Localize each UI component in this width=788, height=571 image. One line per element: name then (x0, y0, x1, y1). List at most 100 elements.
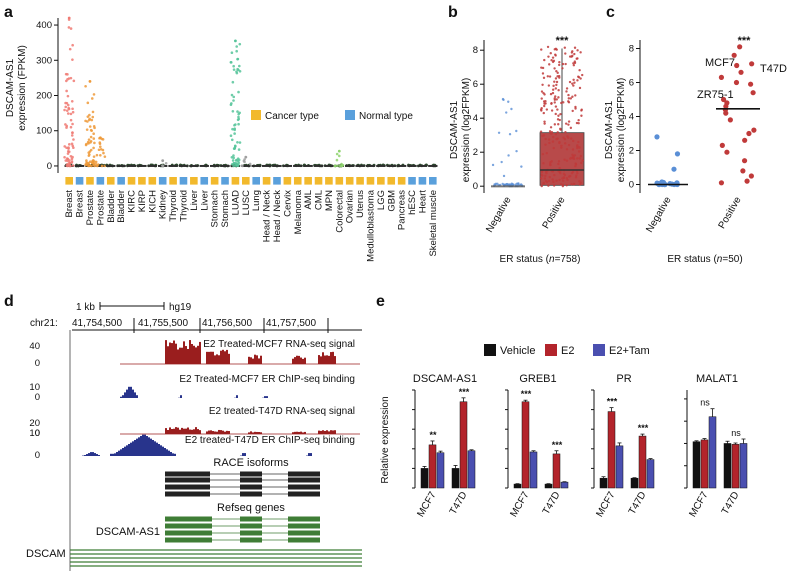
panel-a-xtick-label: Bladder (106, 190, 117, 223)
refseq-exon (288, 523, 320, 529)
panel-a-type-square (293, 177, 302, 185)
panel-a-type-square (252, 177, 260, 185)
panel-a-point (337, 149, 341, 153)
panel-a-point (98, 136, 102, 140)
panel-b-pos-point (564, 122, 568, 125)
chip-bar (180, 395, 182, 398)
panel-c-pos-point (734, 62, 740, 69)
panel-a-type-square (117, 177, 125, 185)
panel-a-point (89, 148, 93, 152)
panel-b-pos-point (553, 101, 556, 104)
rna-bar (197, 345, 199, 364)
panel-c-pos-point (751, 127, 757, 133)
panel-b-pos-point (552, 180, 555, 184)
panel-a-ytick-label: 200 (36, 91, 52, 102)
group-label: MCF7 (415, 490, 438, 519)
panel-b-pos-point (572, 62, 575, 65)
rna-bar (173, 428, 175, 434)
panel-a-xtick-label: KIRP (137, 190, 148, 212)
panel-a-point (66, 159, 69, 163)
chip-bar (92, 452, 94, 456)
panel-a-point (87, 118, 91, 122)
panel-b-pos-point (557, 63, 561, 67)
panel-b-pos-point (576, 79, 579, 82)
panel-b-pos-point (579, 154, 583, 158)
panel-b-plot: *** Negative Positive (484, 35, 585, 235)
panel-a-point (237, 112, 240, 116)
panel-b-pos-point (551, 170, 555, 173)
panel-c-pos-point (748, 81, 754, 87)
panel-a-point (87, 154, 91, 157)
panel-b-pos-point (555, 83, 558, 87)
panel-b-pos-point (556, 131, 559, 134)
panel-b-pos-point (561, 177, 564, 180)
rna-bar (322, 352, 324, 364)
rna-bar (300, 357, 302, 364)
panel-b-pos-point (540, 90, 544, 93)
race-exon (240, 477, 262, 483)
panel-c-xtick-label: Negative (644, 195, 673, 235)
chip-bar (116, 452, 118, 456)
rna-bar (296, 431, 298, 434)
chip-bar (264, 396, 266, 398)
panel-b-pos-point (549, 160, 552, 164)
rna-bar (210, 351, 212, 364)
panel-b-pos-point (580, 161, 583, 165)
refseq-exon (240, 530, 262, 536)
panel-b-pos-point (548, 63, 551, 66)
panel-b-pos-point (569, 157, 572, 160)
panel-a-point (67, 26, 71, 29)
panel-a-ytick-label: 100 (36, 126, 52, 137)
panel-b-pos-point (571, 148, 575, 151)
panel-a-ytick-label: 0 (47, 161, 52, 172)
panel-a-point (85, 142, 88, 146)
group-label: MCF7 (594, 490, 617, 519)
panel-a-point (89, 135, 93, 139)
panel-b-pos-point (542, 91, 545, 95)
panel-b-pos-point (570, 55, 573, 58)
rna-bar (294, 431, 296, 434)
panel-b-pos-point (551, 91, 555, 95)
panel-b-pos-point (562, 101, 565, 104)
race-exon (240, 484, 262, 490)
rna-bar (322, 430, 324, 434)
panel-a-ytick-label: 300 (36, 55, 52, 66)
panel-b-pos-point (578, 179, 581, 183)
panel-a-point (69, 76, 73, 80)
panel-b-pos-point (540, 48, 543, 51)
panel-d-tracks: 41,754,500 41,755,500 41,756,500 41,757,500… (26, 318, 362, 567)
panel-a-legend: Cancer type Normal type (251, 110, 413, 122)
panel-c-pos-point (723, 110, 729, 116)
rna-bar (260, 432, 262, 434)
panel-a-point (67, 16, 71, 20)
panel-a-point (234, 39, 237, 43)
panel-b-xtick-label: Negative (484, 195, 513, 235)
bar (692, 441, 701, 489)
rna-bar (248, 356, 250, 364)
panel-a-point (237, 148, 241, 151)
panel-b-pos-point (570, 172, 574, 175)
panel-b-pos-point (553, 173, 556, 177)
rna-bar (175, 427, 177, 434)
significance-label: ns (731, 428, 741, 438)
panel-b-pos-point (544, 179, 548, 183)
rna-bar (250, 357, 252, 364)
panel-a-point (89, 141, 92, 144)
panel-a-point (231, 110, 235, 113)
panel-b-pos-point (539, 130, 543, 133)
rna-bar (298, 355, 300, 364)
rna-bar (326, 355, 328, 364)
panel-a-point (71, 43, 74, 47)
panel-c-ytick-label: 8 (629, 44, 634, 55)
panel-b-pos-point (554, 77, 558, 80)
rna-bar (189, 340, 191, 364)
panel-c-pos-point (742, 137, 748, 143)
panel-b-pos-point (573, 52, 576, 56)
panel-a-type-square (304, 177, 312, 185)
panel-b-pos-point (549, 52, 552, 55)
panel-a-point (90, 164, 93, 168)
rna-bar (165, 340, 167, 364)
chip-bar (96, 454, 98, 456)
significance-label: ns (700, 398, 710, 408)
gene-dscam-as1: DSCAM-AS1 (96, 526, 160, 538)
